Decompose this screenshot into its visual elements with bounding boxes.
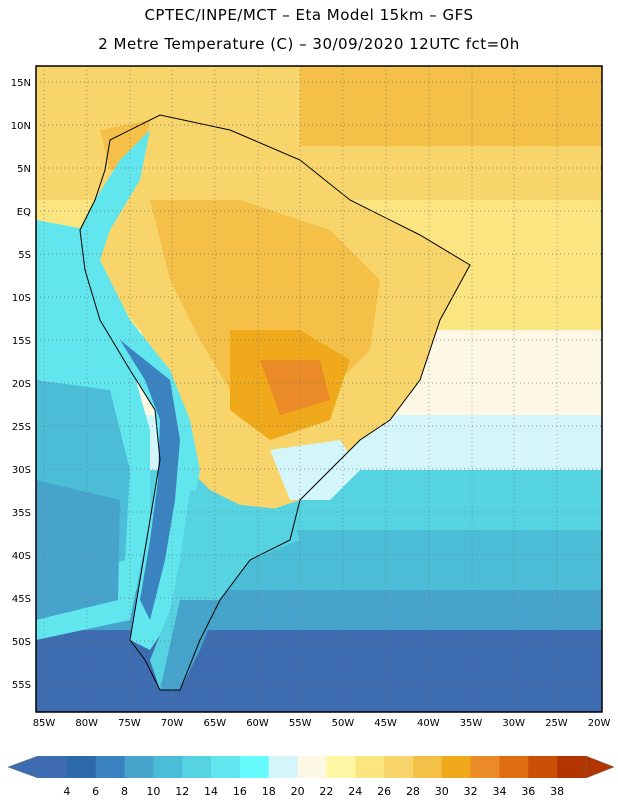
colorbar-swatch [412,756,443,778]
colorbar-label: 22 [319,785,333,798]
lon-label: 55W [289,718,312,729]
colorbar-max-arrow [585,755,615,779]
lat-label: 45S [12,594,31,605]
lat-label: 5S [18,250,31,261]
lon-label: 50W [332,718,355,729]
colorbar-swatch [326,756,356,778]
lat-label: EQ [17,207,31,218]
colorbar-swatch [211,756,241,778]
latitude-labels: 15N 10N 5N EQ 5S 10S 15S 20S 25S 30S 35S 40S 45S 50S 5… [11,78,31,691]
colorbar-label: 16 [233,785,247,798]
colorbar-label: 18 [262,785,276,798]
colorbar-label: 32 [464,785,478,798]
colorbar-label: 4 [63,785,70,798]
lat-label: 35S [12,508,31,519]
lon-label: 70W [161,718,184,729]
lat-label: 5N [17,164,31,175]
colorbar-label: 20 [291,785,305,798]
colorbar-swatch [384,756,414,778]
colorbar-label: 10 [146,785,160,798]
colorbar: 4 6 8 10 12 14 16 18 20 22 24 26 28 30 32 34 36 38 [7,755,615,798]
colorbar-label: 30 [435,785,449,798]
colorbar-swatch [499,756,529,778]
colorbar-swatch [95,756,126,778]
colorbar-min-arrow [7,755,39,779]
lon-label: 60W [246,718,269,729]
colorbar-swatch [239,756,270,778]
colorbar-label: 34 [492,785,506,798]
longitude-labels: 85W 80W 75W 70W 65W 60W 55W 50W 45W 40W 35W 30W 25W 2… [33,718,611,729]
lon-label: 40W [417,718,440,729]
colorbar-swatch [182,756,212,778]
colorbar-label: 24 [348,785,362,798]
lon-label: 80W [75,718,98,729]
lat-label: 20S [12,379,31,390]
colorbar-swatch [528,756,558,778]
lon-label: 30W [502,718,525,729]
lon-label: 65W [203,718,226,729]
colorbar-swatch [470,756,500,778]
colorbar-label: 8 [121,785,128,798]
colorbar-label: 26 [377,785,391,798]
map-frame [35,65,603,713]
lat-label: 50S [12,637,31,648]
colorbar-label: 6 [92,785,99,798]
colorbar-swatch [268,756,299,778]
lat-label: 40S [12,551,31,562]
lon-label: 25W [545,718,568,729]
colorbar-swatch [153,756,183,778]
colorbar-label: 36 [521,785,535,798]
colorbar-swatch [38,756,68,778]
lat-label: 25S [12,422,31,433]
lon-label: 75W [118,718,141,729]
chart-title-line-2: 2 Metre Temperature (C) – 30/09/2020 12U… [98,35,520,53]
colorbar-label: 28 [406,785,420,798]
lon-label: 35W [460,718,483,729]
lon-label: 85W [33,718,56,729]
colorbar-label: 38 [550,785,564,798]
lat-label: 30S [12,465,31,476]
colorbar-swatch [355,756,385,778]
colorbar-swatch [297,756,327,778]
colorbar-label: 14 [204,785,218,798]
colorbar-swatch [441,756,472,778]
colorbar-swatch [124,756,154,778]
colorbar-label: 12 [175,785,189,798]
lat-label: 10S [12,293,31,304]
map-area [36,66,602,712]
colorbar-swatch [66,756,97,778]
chart-title-line-1: CPTEC/INPE/MCT – Eta Model 15km – GFS [144,6,474,24]
lon-label: 45W [374,718,397,729]
lat-label: 15S [12,336,31,347]
lat-label: 10N [11,121,31,132]
lat-label: 55S [12,680,31,691]
lon-label: 20W [588,718,611,729]
lat-label: 15N [11,78,31,89]
colorbar-swatch [557,756,587,778]
